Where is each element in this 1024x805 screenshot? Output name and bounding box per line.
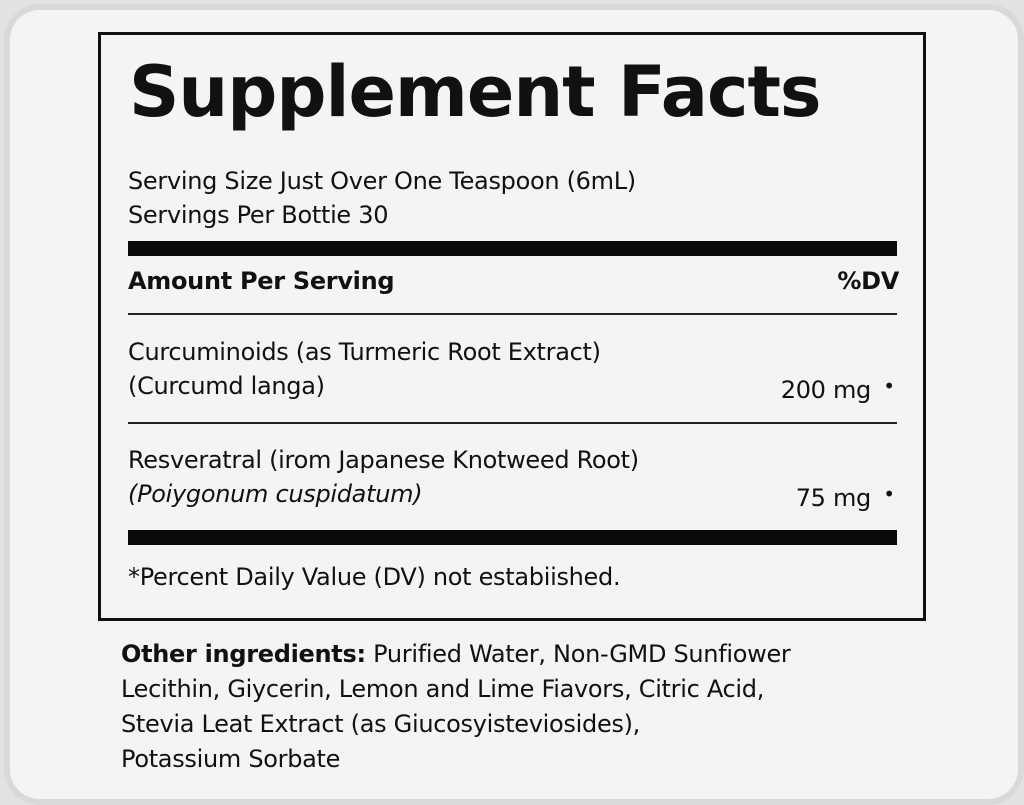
other-ingredients-text: Purified Water, Non-GMD Sunfiower <box>373 640 791 668</box>
dv-footnote: *Percent Daily Value (DV) not estabiishe… <box>128 563 621 591</box>
other-ingredients-text: Stevia Leat Extract (as Giucosyisteviosi… <box>121 710 641 738</box>
ingredient-name: Resveratral (irom Japanese Knotweed Root… <box>128 446 639 474</box>
other-ingredients-label: Other ingredients: <box>121 640 366 668</box>
other-ingredients-text: Lecithin, Giycerin, Lemon and Lime Fiavo… <box>121 675 765 703</box>
amount-per-serving-header: Amount Per Serving <box>128 267 395 295</box>
thick-divider <box>128 530 897 545</box>
serving-size: Serving Size Just Over One Teaspoon (6mL… <box>128 167 636 195</box>
servings-per-container: Servings Per Bottie 30 <box>128 201 389 229</box>
ingredient-name: Curcuminoids (as Turmeric Root Extract) <box>128 338 601 366</box>
ingredient-amount: 75 mg <box>795 484 872 512</box>
thin-divider <box>128 313 897 315</box>
ingredient-source: (Poiygonum cuspidatum) <box>128 480 423 508</box>
other-ingredients-text: Potassium Sorbate <box>121 745 341 773</box>
ingredient-dv: • <box>883 482 895 506</box>
supplement-facts-panel: Supplement Facts Serving Size Just Over … <box>98 32 926 621</box>
ingredient-source: (Curcumd langa) <box>128 372 325 400</box>
label-card <box>4 4 1024 805</box>
other-ingredients: Other ingredients: Purified Water, Non-G… <box>121 637 941 777</box>
thin-divider <box>128 422 897 424</box>
panel-title: Supplement Facts <box>129 51 822 133</box>
dv-header: %DV <box>837 267 899 295</box>
thick-divider <box>128 241 897 256</box>
ingredient-dv: • <box>883 374 895 398</box>
ingredient-amount: 200 mg <box>780 376 872 404</box>
